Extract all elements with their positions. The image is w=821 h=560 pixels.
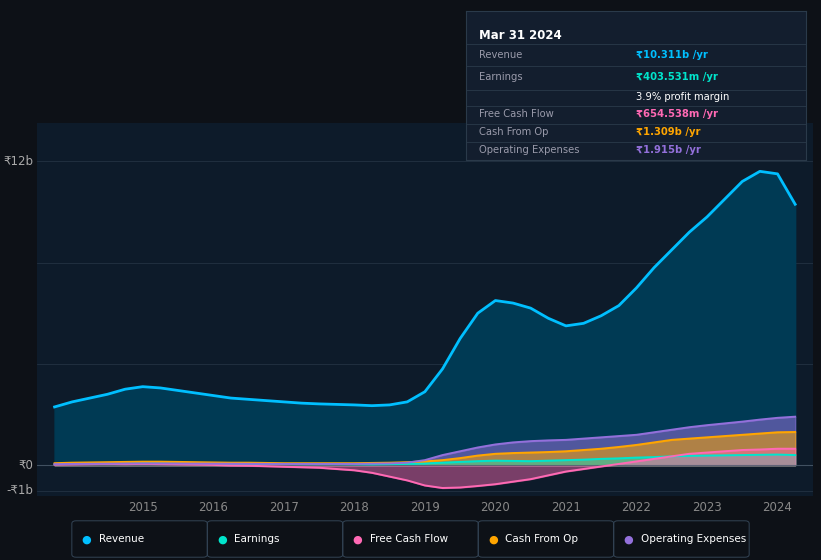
- Text: Revenue: Revenue: [479, 50, 522, 60]
- Text: Cash From Op: Cash From Op: [479, 127, 548, 137]
- Text: ₹403.531m /yr: ₹403.531m /yr: [635, 72, 718, 82]
- Text: ₹10.311b /yr: ₹10.311b /yr: [635, 50, 708, 60]
- Text: Mar 31 2024: Mar 31 2024: [479, 29, 562, 42]
- Text: ●: ●: [218, 534, 227, 544]
- Text: Revenue: Revenue: [99, 534, 144, 544]
- Text: Cash From Op: Cash From Op: [506, 534, 578, 544]
- Text: Free Cash Flow: Free Cash Flow: [479, 109, 554, 119]
- Text: ₹1.309b /yr: ₹1.309b /yr: [635, 127, 700, 137]
- Text: Operating Expenses: Operating Expenses: [641, 534, 746, 544]
- Text: Operating Expenses: Operating Expenses: [479, 144, 580, 155]
- Text: Earnings: Earnings: [479, 72, 523, 82]
- Text: ●: ●: [624, 534, 633, 544]
- Text: 3.9% profit margin: 3.9% profit margin: [635, 92, 729, 102]
- Text: ₹1.915b /yr: ₹1.915b /yr: [635, 144, 701, 155]
- Text: -₹1b: -₹1b: [7, 484, 33, 497]
- Text: ₹12b: ₹12b: [3, 155, 33, 167]
- Text: ●: ●: [353, 534, 362, 544]
- Text: ●: ●: [82, 534, 91, 544]
- Text: Earnings: Earnings: [235, 534, 280, 544]
- Text: Free Cash Flow: Free Cash Flow: [370, 534, 448, 544]
- Text: ●: ●: [488, 534, 498, 544]
- Text: ₹654.538m /yr: ₹654.538m /yr: [635, 109, 718, 119]
- Text: ₹0: ₹0: [18, 459, 33, 472]
